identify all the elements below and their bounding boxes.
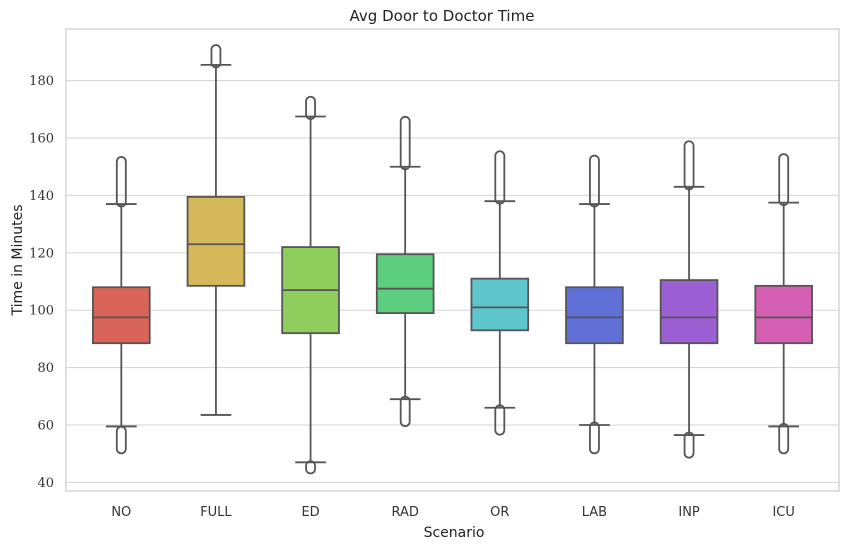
box-iqr bbox=[470, 277, 530, 332]
x-tick-label-inp: INP bbox=[678, 505, 700, 520]
outliers-high bbox=[589, 154, 600, 208]
outliers-high bbox=[683, 140, 695, 191]
box-iqr bbox=[565, 286, 624, 345]
y-tick-label-40: 40 bbox=[37, 476, 54, 491]
box-iqr bbox=[659, 279, 719, 345]
x-tick-label-no: NO bbox=[111, 505, 131, 520]
x-tick-label-icu: ICU bbox=[772, 505, 794, 520]
boxes bbox=[92, 44, 813, 475]
x-tick-label-lab: LAB bbox=[582, 505, 607, 520]
box-group-inp bbox=[659, 140, 719, 459]
outliers-low bbox=[115, 425, 127, 455]
y-tick-label-100: 100 bbox=[29, 304, 54, 319]
x-axis-label: Scenario bbox=[424, 525, 485, 541]
outliers-low bbox=[494, 404, 506, 436]
plot-frame bbox=[65, 28, 840, 492]
box-group-lab bbox=[565, 154, 624, 455]
box-group-ed bbox=[281, 95, 340, 475]
y-axis-label: Time in Minutes bbox=[10, 204, 26, 316]
box-iqr bbox=[186, 195, 246, 287]
outliers-low bbox=[399, 395, 411, 428]
x-tick-label-rad: RAD bbox=[391, 505, 418, 520]
y-tick-label-140: 140 bbox=[29, 189, 54, 204]
outliers-high bbox=[399, 115, 411, 171]
y-tick-label-60: 60 bbox=[37, 419, 54, 434]
outliers-high bbox=[778, 153, 790, 207]
box-iqr bbox=[375, 253, 435, 314]
box-group-full bbox=[186, 44, 246, 416]
grid-lines bbox=[66, 80, 839, 483]
x-tick-label-full: FULL bbox=[200, 505, 232, 520]
y-tick-label-160: 160 bbox=[29, 132, 54, 147]
box-group-no bbox=[92, 156, 151, 455]
outliers-high bbox=[305, 95, 316, 120]
x-axis-ticks: NO FULL ED RAD OR LAB INP ICU bbox=[111, 505, 795, 520]
y-tick-label-120: 120 bbox=[29, 246, 54, 261]
outliers-low bbox=[305, 460, 316, 475]
outliers-high bbox=[494, 150, 506, 205]
chart-title: Avg Door to Doctor Time bbox=[350, 7, 535, 25]
y-axis-ticks: 40 60 80 100 120 140 160 180 bbox=[29, 74, 54, 491]
box-iqr bbox=[92, 286, 151, 345]
outliers-low bbox=[683, 431, 695, 459]
outliers-low bbox=[778, 422, 790, 455]
y-tick-label-180: 180 bbox=[29, 74, 54, 89]
box-group-icu bbox=[754, 153, 813, 455]
box-group-rad bbox=[375, 115, 435, 428]
outliers-high bbox=[210, 44, 222, 69]
box-group-or bbox=[470, 150, 530, 436]
y-tick-label-80: 80 bbox=[37, 361, 54, 376]
outliers-high bbox=[115, 156, 127, 208]
outliers-low bbox=[589, 421, 600, 455]
x-tick-label-or: OR bbox=[490, 505, 509, 520]
box-iqr bbox=[754, 284, 813, 345]
x-tick-label-ed: ED bbox=[301, 505, 319, 520]
